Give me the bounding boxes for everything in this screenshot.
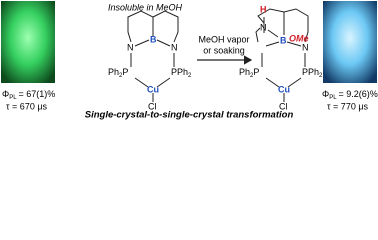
pl-yield: ΦPL = 67(1)% bbox=[2, 89, 55, 100]
green-emission-photo bbox=[1, 1, 55, 83]
blue-emission-photo bbox=[323, 1, 377, 83]
text-part: 2 bbox=[188, 73, 192, 79]
text-part: P bbox=[302, 67, 308, 77]
atom: Cu bbox=[278, 84, 290, 94]
pl-yield: ΦPL = 9.2(6)% bbox=[322, 89, 378, 100]
text-part: PL bbox=[329, 95, 337, 101]
text-part: P bbox=[171, 67, 177, 77]
lifetime: τ = 670 μs bbox=[6, 101, 48, 111]
solubility-note: Insoluble in MeOH bbox=[108, 2, 183, 12]
text-part: Ph bbox=[308, 67, 319, 77]
atom-group: Ph2P bbox=[108, 67, 128, 78]
atom: Cl bbox=[148, 101, 157, 111]
text-part: Φ bbox=[2, 89, 9, 99]
atom: H bbox=[260, 4, 267, 14]
text-part: = 67(1)% bbox=[19, 89, 56, 99]
atom-group: OMe bbox=[289, 33, 309, 43]
atom-group: PPh2 bbox=[302, 67, 323, 78]
text-part: = 9.2(6)% bbox=[339, 89, 378, 99]
figure: ΦPL = 67(1)% τ = 670 μs ΦPL = 9.2(6)% τ = … bbox=[1, 1, 378, 121]
atom: N bbox=[302, 42, 309, 52]
text-part: P bbox=[122, 67, 128, 77]
atom: B bbox=[280, 35, 287, 45]
condition: or soaking bbox=[203, 45, 245, 55]
text-part: P bbox=[253, 67, 259, 77]
text-part: 2 bbox=[250, 73, 254, 79]
atom: Cl bbox=[279, 101, 288, 111]
text-part: PL bbox=[9, 95, 17, 101]
reactant-bonds bbox=[127, 10, 179, 102]
atom-group: Ph2P bbox=[239, 67, 259, 78]
lifetime: τ = 770 μs bbox=[327, 101, 369, 111]
condition: MeOH vapor bbox=[198, 34, 249, 44]
text-part: Ph bbox=[108, 67, 119, 77]
atom: B bbox=[150, 34, 157, 44]
atom: N bbox=[127, 42, 134, 52]
atom: N bbox=[171, 42, 178, 52]
product-bonds bbox=[255, 8, 309, 102]
text-part: 2 bbox=[119, 73, 123, 79]
text-part: Φ bbox=[322, 89, 329, 99]
text-part: 2 bbox=[319, 73, 323, 79]
atom: Cu bbox=[147, 84, 159, 94]
atom: N bbox=[260, 22, 267, 32]
text-part: Ph bbox=[239, 67, 250, 77]
caption: Single-crystal-to-single-crystal transfo… bbox=[85, 110, 294, 121]
text-part: Ph bbox=[177, 67, 188, 77]
atom-group: PPh2 bbox=[171, 67, 192, 78]
